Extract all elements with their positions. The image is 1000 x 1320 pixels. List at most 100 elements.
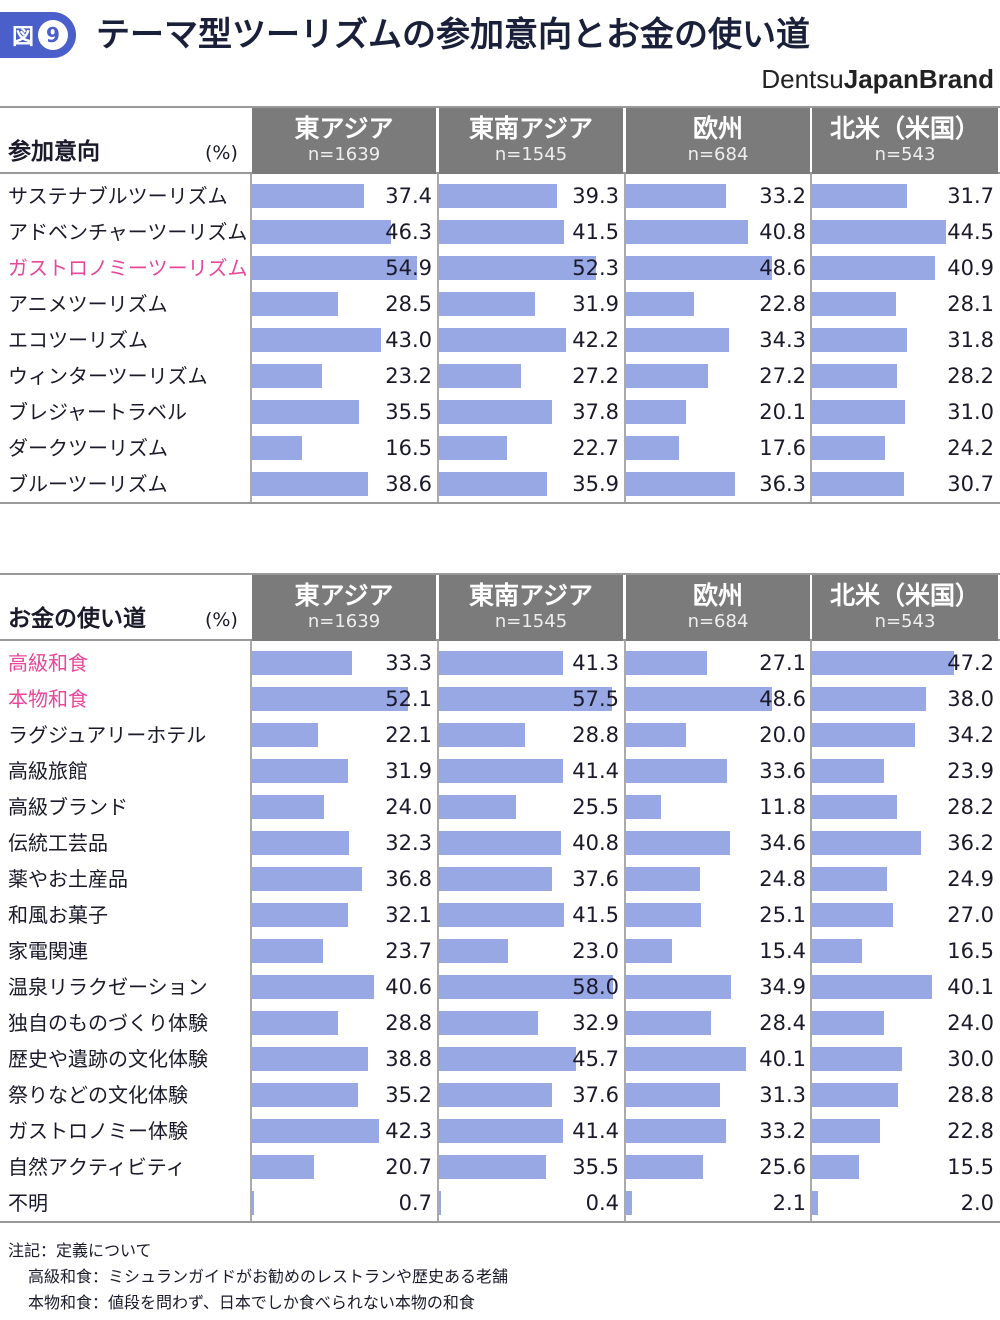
bar: [439, 364, 521, 388]
value-label: 35.9: [572, 472, 619, 496]
bar: [626, 903, 702, 927]
bar: [439, 400, 553, 424]
value-label: 48.6: [759, 256, 806, 280]
brand-light: Dentsu: [761, 64, 844, 94]
value-label: 35.2: [385, 1083, 432, 1107]
value-label: 16.5: [385, 436, 432, 460]
table-row: サステナブルツーリズム 37.4 39.3 33.2 31.7: [0, 178, 1000, 214]
bar: [252, 1047, 369, 1071]
row-label: 高級旅館: [8, 759, 88, 783]
value-label: 24.9: [947, 867, 994, 891]
bar: [626, 939, 673, 963]
bar: [439, 1191, 441, 1215]
value-label: 57.5: [572, 687, 619, 711]
column-divider: [624, 174, 626, 502]
value-label: 17.6: [759, 436, 806, 460]
bar: [252, 364, 322, 388]
value-label: 22.7: [572, 436, 619, 460]
bar: [252, 184, 365, 208]
bar: [439, 975, 613, 999]
region-header: 欧州 n=684: [626, 575, 810, 641]
badge-label: 図: [12, 25, 35, 50]
value-label: 34.3: [759, 328, 806, 352]
value-label: 43.0: [385, 328, 432, 352]
value-label: 23.9: [947, 759, 994, 783]
table-row: エコツーリズム 43.0 42.2 34.3 31.8: [0, 322, 1000, 358]
bar: [626, 1119, 726, 1143]
column-divider: [250, 174, 252, 502]
bar: [252, 903, 349, 927]
row-label: 歴史や遺跡の文化体験: [8, 1047, 208, 1071]
table-row: 高級ブランド 24.0 25.5 11.8 28.2: [0, 789, 1000, 825]
bar: [252, 1155, 315, 1179]
bar: [252, 1083, 358, 1107]
sample-size: n=543: [874, 611, 936, 632]
value-label: 24.0: [385, 795, 432, 819]
badge-number: 9: [38, 20, 69, 50]
bar: [439, 831, 562, 855]
section-title: お金の使い道: [8, 606, 146, 632]
bar: [626, 292, 695, 316]
value-label: 37.6: [572, 867, 619, 891]
bar: [252, 831, 349, 855]
bar: [439, 687, 612, 711]
value-label: 22.8: [947, 1119, 994, 1143]
row-label: ブルーツーリズム: [8, 472, 168, 496]
bar: [812, 723, 915, 747]
bar: [812, 400, 905, 424]
value-label: 2.0: [960, 1191, 994, 1215]
section-title: 参加意向: [8, 139, 100, 165]
table-row: 和風お菓子 32.1 41.5 25.1 27.0: [0, 897, 1000, 933]
bar: [626, 436, 679, 460]
bar: [812, 1155, 859, 1179]
value-label: 27.1: [759, 651, 806, 675]
bar: [626, 400, 687, 424]
value-label: 33.2: [759, 184, 806, 208]
region-header: 東南アジア n=1545: [439, 108, 623, 174]
bar: [812, 759, 884, 783]
brand-bold: JapanBrand: [843, 64, 994, 94]
value-label: 22.8: [759, 292, 806, 316]
region-name: 東南アジア: [468, 114, 593, 143]
value-label: 37.4: [385, 184, 432, 208]
unit-label: (%): [205, 142, 238, 164]
sample-size: n=543: [874, 144, 936, 165]
column-divider: [810, 174, 812, 502]
value-label: 31.0: [947, 400, 994, 424]
bar: [626, 687, 772, 711]
table-header: 参加意向 (%) 東アジア n=1639 東南アジア n=1545 欧州 n=684 北米（米国…: [0, 106, 1000, 174]
bar: [439, 328, 566, 352]
notes-heading: 注記：定義について: [8, 1241, 152, 1260]
bar: [812, 184, 908, 208]
bar: [812, 256, 935, 280]
value-label: 41.4: [572, 1119, 619, 1143]
value-label: 27.2: [759, 364, 806, 388]
value-label: 15.4: [759, 939, 806, 963]
table-row: 不明 0.7 0.4 2.1 2.0: [0, 1185, 1000, 1221]
value-label: 28.5: [385, 292, 432, 316]
bar: [812, 687, 926, 711]
row-label: 家電関連: [8, 939, 88, 963]
table-row: 家電関連 23.7 23.0 15.4 16.5: [0, 933, 1000, 969]
row-label: ラグジュアリーホテル: [8, 723, 207, 747]
value-label: 40.8: [572, 831, 619, 855]
row-label: エコツーリズム: [8, 328, 148, 352]
value-label: 22.1: [385, 723, 432, 747]
brand-logo: DentsuJapanBrand: [761, 64, 994, 95]
row-label: 伝統工芸品: [8, 831, 108, 855]
bar: [252, 1011, 339, 1035]
bar: [626, 328, 729, 352]
table-row: アドベンチャーツーリズム 46.3 41.5 40.8 44.5: [0, 214, 1000, 250]
value-label: 32.3: [385, 831, 432, 855]
value-label: 40.1: [759, 1047, 806, 1071]
bar: [812, 939, 862, 963]
row-label: 本物和食: [8, 687, 88, 711]
value-label: 32.9: [572, 1011, 619, 1035]
bar: [252, 1191, 255, 1215]
bar: [812, 831, 921, 855]
value-label: 41.5: [572, 903, 619, 927]
table-row: ダークツーリズム 16.5 22.7 17.6 24.2: [0, 430, 1000, 466]
row-label: サステナブルツーリズム: [8, 184, 228, 208]
bar: [812, 795, 897, 819]
